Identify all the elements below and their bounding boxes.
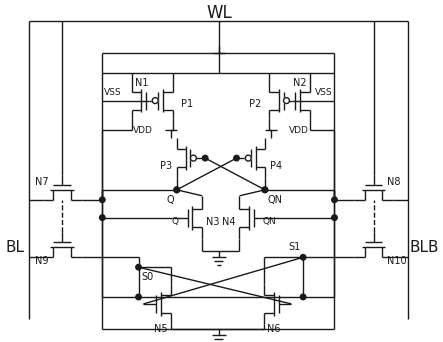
Text: N9: N9 (35, 256, 48, 266)
Circle shape (136, 294, 141, 300)
Circle shape (262, 187, 268, 193)
Text: N10: N10 (387, 256, 407, 266)
Text: N7: N7 (35, 177, 48, 187)
Circle shape (174, 187, 179, 193)
Text: N6: N6 (267, 324, 280, 334)
Text: VSS: VSS (315, 88, 333, 97)
Text: S1: S1 (288, 242, 300, 252)
Circle shape (300, 294, 306, 300)
Text: P4: P4 (270, 161, 282, 171)
Text: P3: P3 (160, 161, 172, 171)
Circle shape (100, 197, 105, 202)
Text: QN: QN (268, 195, 283, 205)
Circle shape (136, 264, 141, 270)
Circle shape (245, 155, 251, 161)
Text: N5: N5 (154, 324, 168, 334)
Text: N4: N4 (222, 216, 236, 227)
Text: N3: N3 (206, 216, 220, 227)
Text: QN: QN (263, 217, 277, 226)
Circle shape (100, 215, 105, 220)
Circle shape (332, 197, 337, 202)
Text: Q: Q (166, 195, 174, 205)
Circle shape (332, 215, 337, 220)
Text: VSS: VSS (104, 88, 122, 97)
Text: N8: N8 (387, 177, 401, 187)
Circle shape (152, 97, 158, 104)
Circle shape (234, 155, 239, 161)
Circle shape (174, 187, 179, 193)
Text: VDD: VDD (133, 126, 153, 135)
Circle shape (284, 97, 289, 104)
Text: P1: P1 (181, 98, 193, 108)
Circle shape (202, 155, 208, 161)
Text: P2: P2 (249, 98, 261, 108)
Text: N1: N1 (135, 78, 148, 88)
Text: N2: N2 (293, 78, 307, 88)
Text: BLB: BLB (410, 240, 439, 255)
Text: VDD: VDD (288, 126, 308, 135)
Text: WL: WL (206, 4, 232, 22)
Circle shape (262, 187, 268, 193)
Circle shape (300, 254, 306, 260)
Circle shape (190, 155, 196, 161)
Text: S0: S0 (141, 272, 154, 282)
Text: BL: BL (6, 240, 25, 255)
Text: Q: Q (172, 217, 179, 226)
